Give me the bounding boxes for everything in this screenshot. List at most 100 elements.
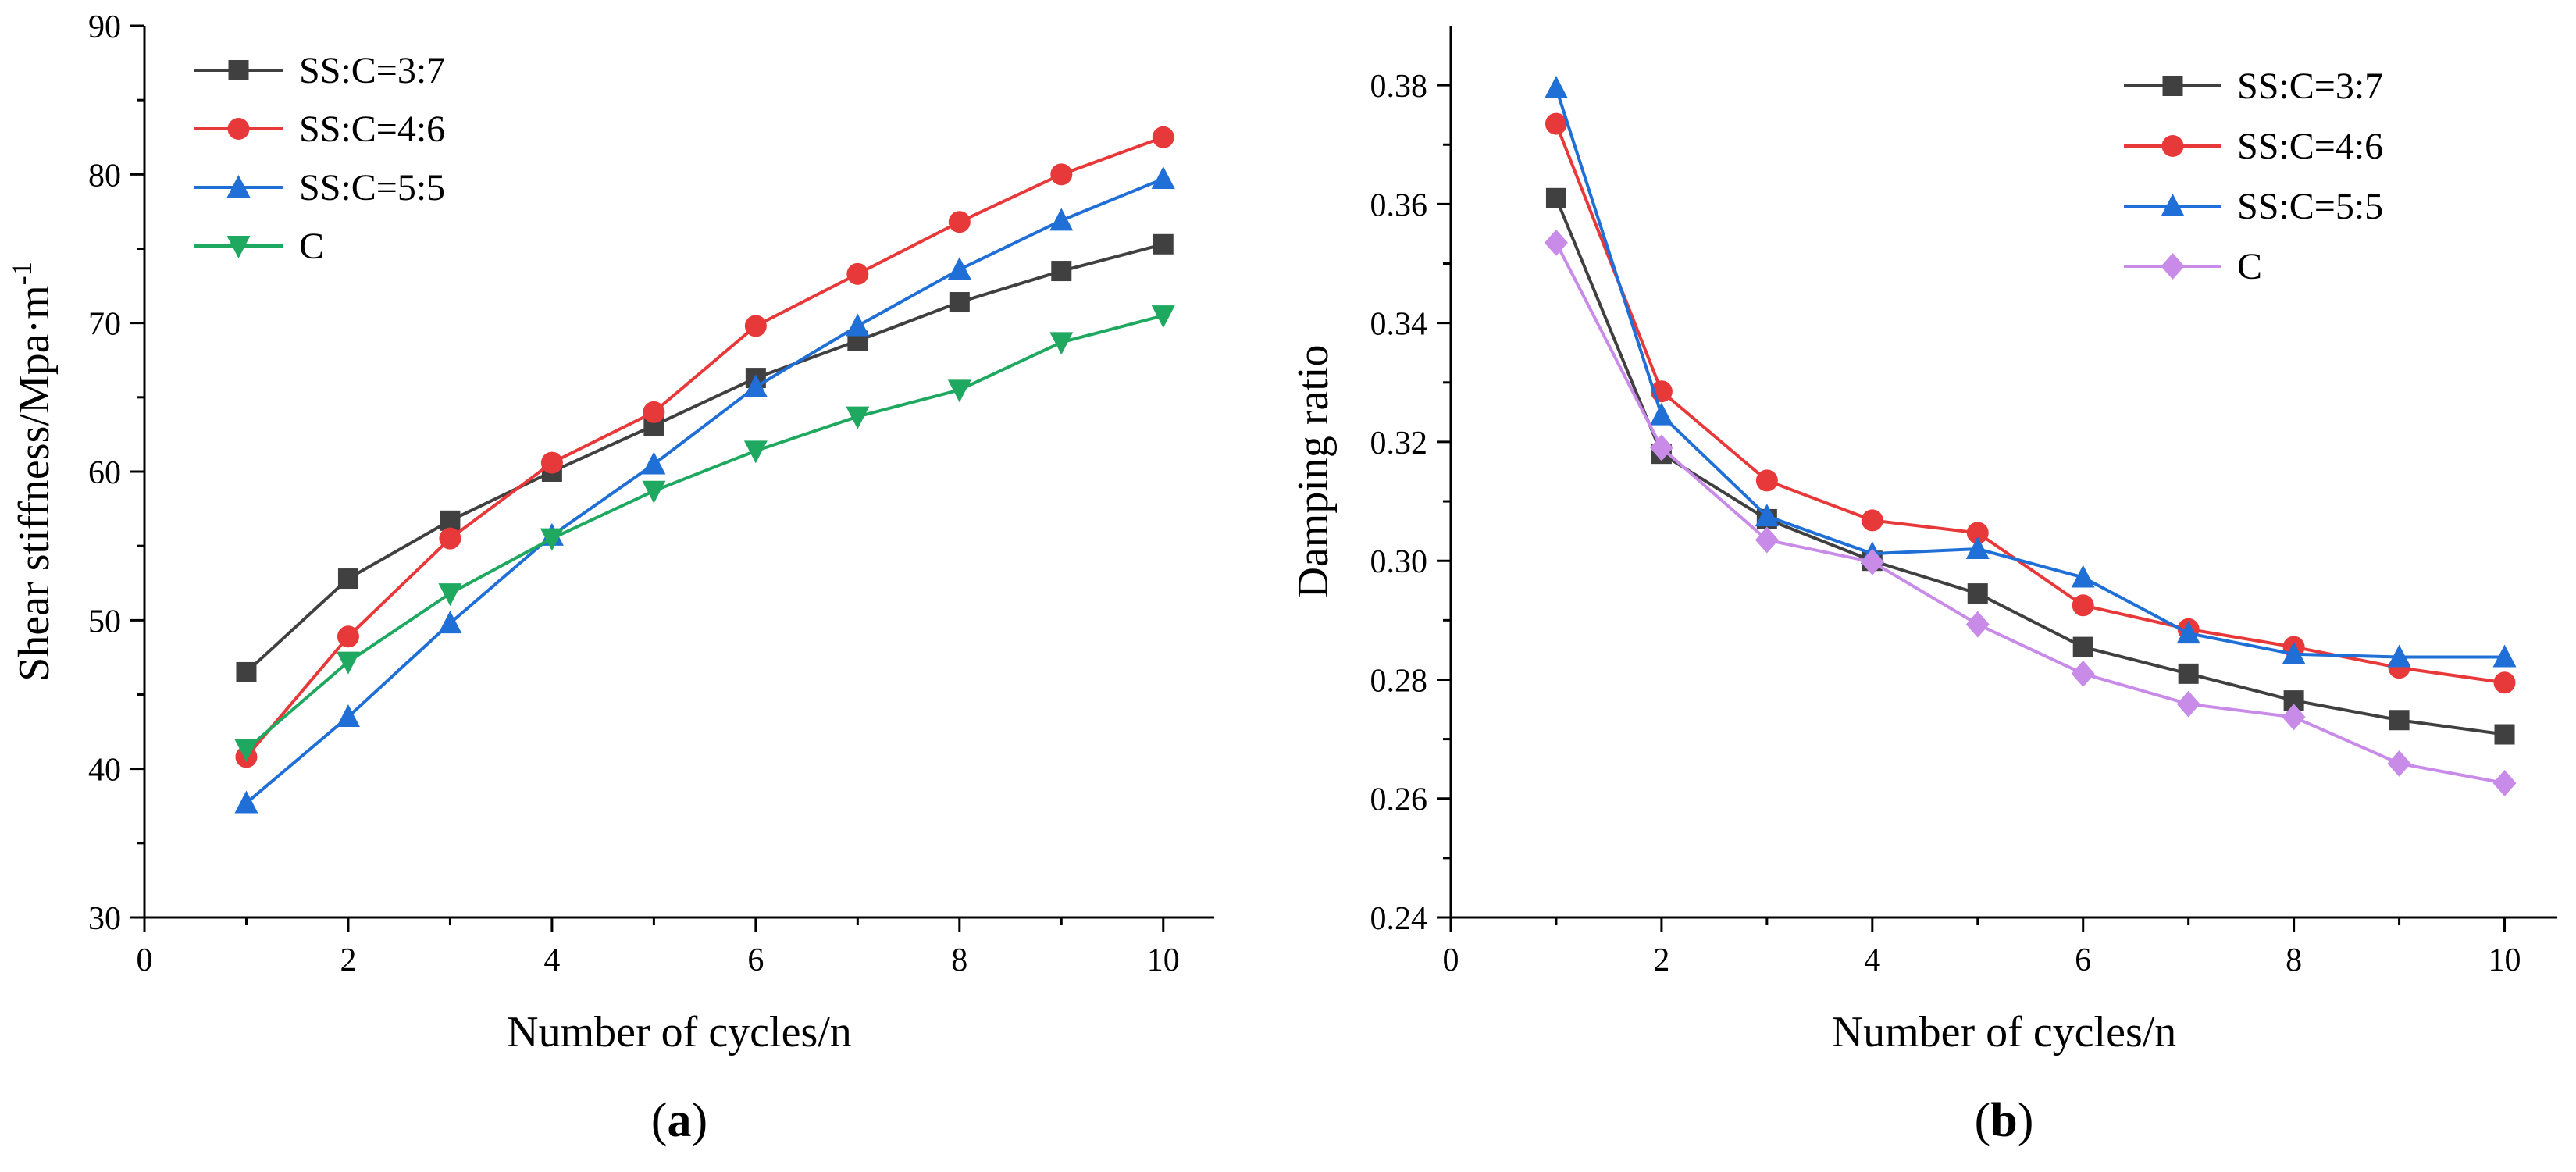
panel-a-y-axis-title: Shear stiffness/Mpa·m-1 [6,262,59,682]
panel-b-legend-label: SS:C=4:6 [2237,126,2383,167]
panel-b-series-4-point [2387,750,2411,777]
panel-b-series-1-point [2494,724,2515,745]
panel-a-series-4-point [1049,332,1074,355]
panel-b-series-2-point [1966,522,1989,544]
panel-b-series-1-point [2389,710,2410,731]
panel-a-series-4-point [947,379,971,403]
panel-a-legend-label: SS:C=3:7 [299,50,445,91]
panel-a-series-3-point [1151,166,1175,190]
panel-b-legend-label: SS:C=3:7 [2237,66,2383,107]
panel-b-x-tick-label: 6 [2075,942,2091,978]
panel-b-y-tick-label: 0.34 [1370,307,1428,343]
panel-a-y-tick-label: 90 [88,9,121,45]
panel-a-x-axis-title: Number of cycles/n [507,1008,852,1056]
panel-a-series-2-point [337,625,359,648]
panel-b-series-2-point [1861,509,1883,532]
panel-b-legend-label: C [2237,246,2262,287]
panel-a-series-4-point [438,583,462,607]
panel-a-x-tick-label: 4 [543,942,560,978]
panel-a-series-2-line [244,135,1164,758]
panel-a-y-tick-label: 30 [88,901,121,937]
panel-b-series-2-line [1555,123,2505,685]
panel-a-series-4-point [234,739,258,762]
panel-b-series-4-point [1860,548,1884,575]
panel-b-series-2-point [1545,112,1567,135]
panel-a-y-tick-label: 80 [88,158,121,194]
panel-a-series-3-line [245,177,1164,804]
panel-b-series-4-point [1649,434,1673,461]
panel-b-y-tick-label: 0.26 [1370,782,1428,818]
panel-b-series-3-point [2176,621,2200,644]
panel-b-series-4-point [2492,769,2517,796]
panel-a-series-1-point [949,292,970,313]
panel-a-legend-label: C [299,226,324,267]
panel-a-series-3-point [1049,208,1074,231]
panel-a-series-3-point [438,611,462,634]
panel-a-x-tick-label: 8 [951,942,967,978]
panel-a-series-4-point [642,480,666,504]
panel-b-series-1-line [1555,198,2505,736]
panel-a-y-tick-label: 60 [88,455,121,491]
panel-b-series-2-point [2493,671,2516,694]
panel-a-series-2-point [643,401,665,423]
panel-a-series-2-point [948,211,971,233]
panel-a-x-tick-label: 10 [1147,942,1180,978]
panel-b-series-3-point [2071,565,2095,588]
panel-a-series-2-point [744,315,767,337]
panel-b-x-tick-label: 8 [2286,942,2302,978]
panel-b-y-tick-label: 0.32 [1370,426,1428,461]
panel-a-series-1-point [1153,233,1174,255]
panel-a-series-2-point [439,527,461,550]
panel-a-series-2-point [846,262,869,285]
panel-a-series-1-point [1051,261,1072,282]
panel-b-series-4-line [1555,241,2505,785]
panel-a-y-tick-label: 40 [88,753,121,789]
panel-a-series-2-point [1050,163,1073,186]
panel-b-x-axis-title: Number of cycles/n [1832,1008,2177,1056]
panel-a-x-tick-label: 0 [137,942,153,978]
panel-a-legend-label: SS:C=5:5 [299,167,445,208]
panel-a-series-3-point [743,374,768,397]
panel-b-series-3-point [2282,641,2306,664]
panel-b-series-4-point [2282,704,2306,731]
panel-b-y-tick-label: 0.36 [1370,187,1428,223]
panel-b-legend-marker [2161,135,2184,157]
panel-b-y-axis-title: Damping ratio [1289,344,1338,598]
panel-a-series-3-point [846,313,870,337]
panel-a-series-4-line [245,314,1164,751]
panel-b-series-3-point [1544,75,1568,98]
panel-a-label: (a) [651,1094,707,1147]
panel-b-series-4-point [1755,526,1779,554]
panel-b-legend-marker [2162,76,2183,96]
panel-a-series-1-point [236,661,257,682]
panel-b-series-4-point [2176,690,2200,718]
panel-a-series-3-point [234,790,258,814]
panel-a-series-4-point [336,651,360,675]
panel-a-series-2-point [540,451,563,474]
panel-b-series-4-point [1544,229,1568,256]
panel-a-chart: 0 2 4 6 8 10 30 40 50 60 70 80 90 Number of cycles/n S… [6,9,1214,1147]
panel-b-x-tick-label: 0 [1443,942,1459,978]
panel-a-series-3-point [642,451,666,475]
panel-b-series-1-point [2178,663,2199,684]
panel-b-x-tick-label: 4 [1864,942,1880,978]
panel-a-series-4-point [846,406,870,429]
panel-a-y-tick-label: 70 [88,307,121,343]
panel-b-legend-label: SS:C=5:5 [2237,186,2383,227]
panel-b-label: (b) [1975,1094,2034,1147]
panel-b-series-3-point [1965,536,1990,559]
panel-b-series-2-point [2072,594,2094,617]
panel-a-series-2-point [1152,126,1174,148]
panel-b-x-tick-label: 10 [2489,942,2521,978]
panel-b-series-1-point [2072,636,2093,657]
panel-b-series-3-point [1755,504,1779,527]
panel-a-legend-marker [226,175,251,198]
panel-b-series-1-point [1967,583,1988,604]
panel-a-legend-marker [226,236,251,258]
panel-a-series-4-point [743,440,768,464]
panel-a-legend-marker [228,60,249,80]
panel-a-series-4-point [540,528,564,551]
panel-b-series-3-line [1555,87,2505,659]
panel-b-x-tick-label: 2 [1653,942,1669,978]
